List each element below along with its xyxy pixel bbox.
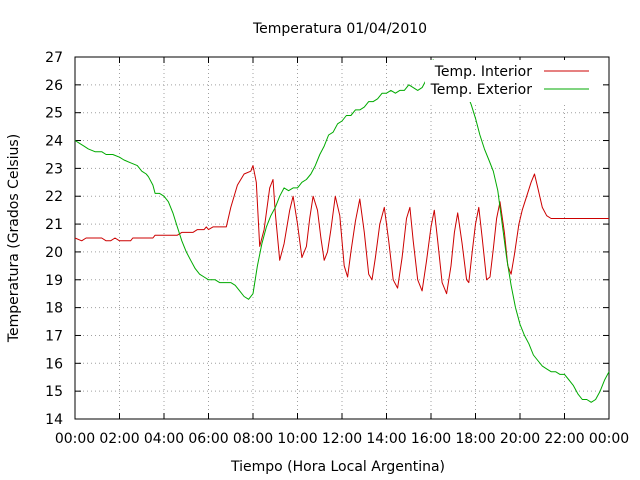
y-tick-labels: 14 15 16 17 18 19 20 21 22 23 24 25 26 27: [45, 50, 63, 428]
y-tick-label: 25: [45, 106, 63, 122]
legend-background: [425, 60, 603, 102]
y-tick-label: 16: [45, 356, 63, 372]
y-tick-label: 27: [45, 50, 63, 66]
x-tick-label: 00:00: [55, 431, 95, 447]
y-tick-label: 14: [45, 412, 63, 428]
y-tick-label: 23: [45, 161, 63, 177]
x-tick-label: 20:00: [500, 431, 540, 447]
y-tick-label: 26: [45, 78, 63, 94]
x-tick-label: 18:00: [455, 431, 495, 447]
x-tick-label: 22:00: [544, 431, 584, 447]
x-tick-label: 10:00: [277, 431, 317, 447]
y-tick-label: 19: [45, 273, 63, 289]
x-tick-label: 12:00: [322, 431, 362, 447]
axis-ticks: [74, 56, 610, 420]
y-axis-label: Temperatura (Grados Celsius): [6, 134, 22, 343]
x-tick-label: 16:00: [411, 431, 451, 447]
legend-label-exterior: Temp. Exterior: [430, 82, 533, 98]
legend-label-interior: Temp. Interior: [434, 64, 533, 80]
x-tick-label: 14:00: [366, 431, 406, 447]
y-tick-label: 20: [45, 245, 63, 261]
legend: Temp. Interior Temp. Exterior: [425, 60, 603, 102]
series-line-exterior: [74, 59, 610, 403]
series-line-interior: [74, 165, 609, 295]
y-tick-label: 17: [45, 328, 63, 344]
y-tick-label: 24: [45, 134, 63, 150]
x-tick-label: 02:00: [99, 431, 139, 447]
y-tick-label: 22: [45, 189, 63, 205]
x-tick-label: 00:00: [589, 431, 629, 447]
y-tick-label: 21: [45, 217, 63, 233]
chart-title: Temperatura 01/04/2010: [252, 21, 427, 37]
x-tick-labels: 00:00 02:00 04:00 06:00 08:00 10:00 12:00 14:00…: [55, 431, 629, 447]
x-tick-label: 06:00: [188, 431, 228, 447]
y-tick-label: 18: [45, 301, 63, 317]
x-axis-label: Tiempo (Hora Local Argentina): [230, 459, 445, 475]
y-tick-label: 15: [45, 384, 63, 400]
grid-lines: [75, 57, 609, 419]
series-layer: [74, 59, 610, 403]
x-tick-label: 04:00: [144, 431, 184, 447]
x-tick-label: 08:00: [233, 431, 273, 447]
